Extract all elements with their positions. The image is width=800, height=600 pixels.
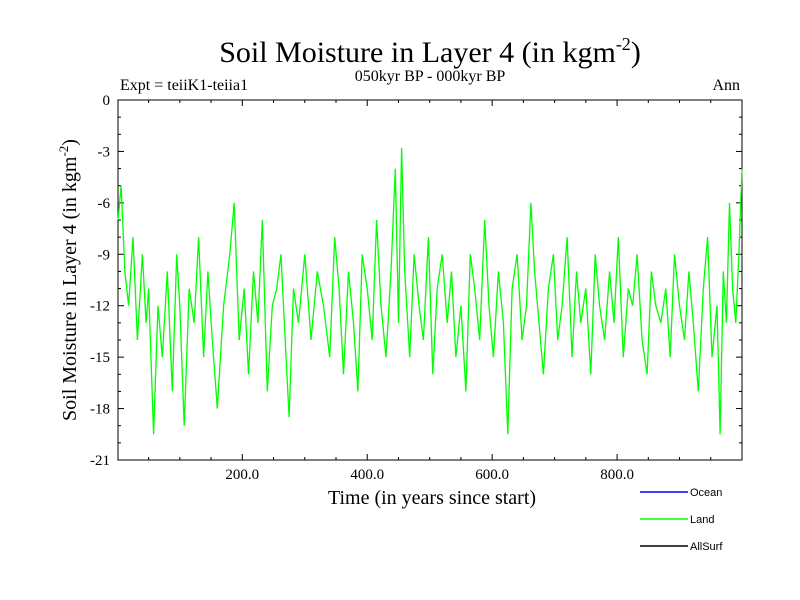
y-tick-label: -9 [98, 247, 111, 263]
x-tick-label: 800.0 [600, 467, 634, 483]
chart-title: Soil Moisture in Layer 4 (in kgm-2) [219, 34, 641, 69]
x-axis: 200.0 400.0 600.0 800.0 [148, 100, 712, 483]
legend-ocean-label: Ocean [690, 487, 722, 499]
plot-area [117, 147, 743, 435]
y-tick-label: -21 [90, 453, 110, 469]
y-tick-label: -18 [90, 402, 110, 418]
legend: Ocean Land AllSurf [640, 487, 723, 553]
y-tick-label: 0 [103, 93, 111, 109]
y-tick-label: -12 [90, 299, 110, 315]
x-tick-label: 600.0 [475, 467, 509, 483]
x-tick-label: 400.0 [350, 467, 384, 483]
y-axis: 0 -3 -6 -9 -12 -15 -18 -21 [90, 93, 742, 469]
legend-allsurf-label: AllSurf [690, 541, 723, 553]
season-label: Ann [712, 77, 740, 94]
x-axis-label: Time (in years since start) [328, 487, 536, 509]
y-tick-label: -15 [90, 350, 110, 366]
x-tick-label: 200.0 [225, 467, 259, 483]
series-line-land [117, 147, 743, 435]
experiment-label: Expt = teiiK1-teiia1 [120, 77, 248, 94]
legend-land-label: Land [690, 514, 714, 526]
chart-subtitle: 050kyr BP - 000kyr BP [355, 68, 506, 85]
y-axis-label: Soil Moisture in Layer 4 (in kgm-2) [56, 139, 81, 421]
y-tick-label: -3 [98, 144, 111, 160]
y-tick-label: -6 [98, 196, 111, 212]
